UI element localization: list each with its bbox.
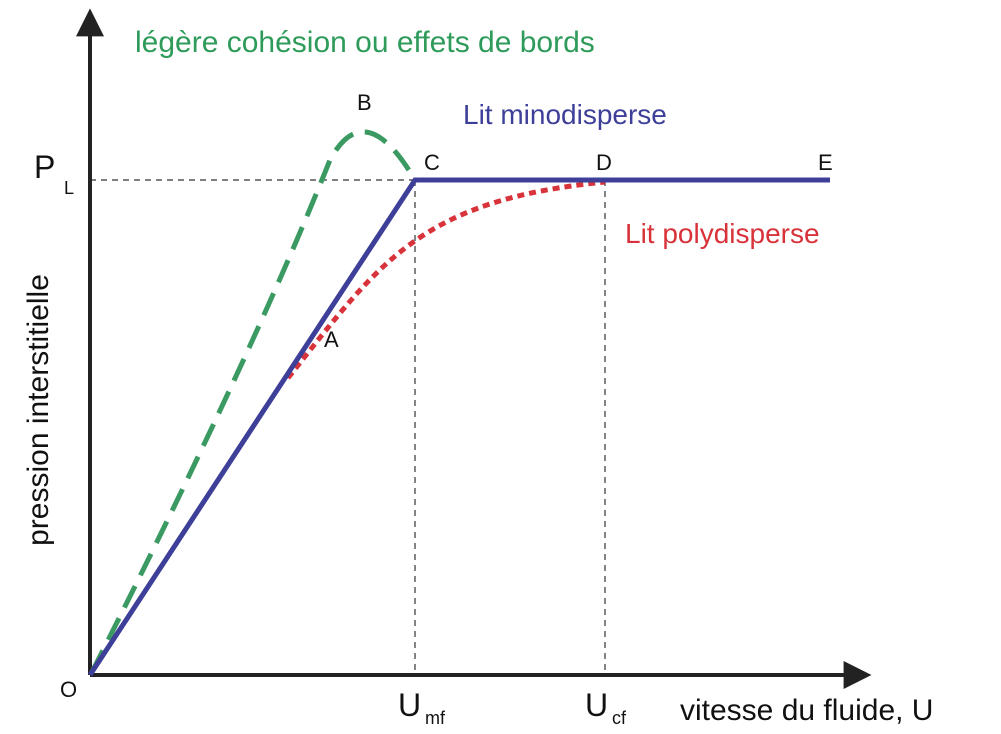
ucf-subscript: cf [612, 708, 627, 728]
umf-subscript: mf [425, 708, 446, 728]
pl-symbol: P [34, 149, 55, 185]
poly-label: Lit polydisperse [625, 218, 820, 249]
pl-subscript: L [64, 178, 74, 198]
cohesion-curve [89, 129, 418, 674]
point-label: A [324, 327, 339, 352]
y-axis-label: pression interstitielle [22, 274, 55, 546]
point-label: D [596, 150, 612, 175]
point-label: O [60, 677, 77, 702]
x-axis-label: vitesse du fluide, U [680, 694, 933, 727]
mono-label: Lit minodisperse [463, 99, 667, 130]
umf-symbol: U [398, 687, 421, 723]
point-label: E [818, 150, 833, 175]
ucf-symbol: U [585, 687, 608, 723]
mono-curve [87, 177, 830, 677]
point-label: B [357, 90, 372, 115]
cohesion-label: légère cohésion ou effets de bords [135, 26, 595, 59]
point-label: C [424, 150, 440, 175]
poly-curve [286, 179, 606, 380]
